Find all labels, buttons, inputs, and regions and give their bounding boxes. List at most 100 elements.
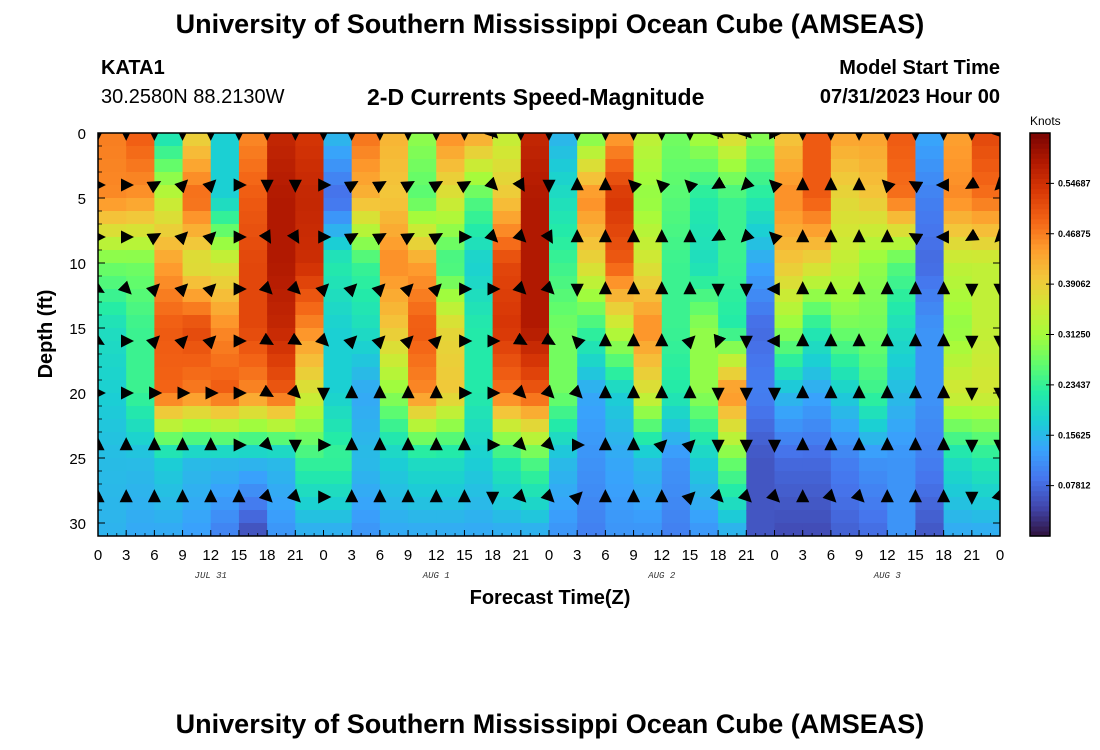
heatmap-cell [971,172,1000,186]
heatmap-cell [718,263,747,277]
heatmap-cell [887,497,917,511]
heatmap-cell [267,445,296,459]
heatmap-cell [238,484,268,498]
heatmap-cell [633,432,663,446]
heatmap-cell [408,250,437,264]
heatmap-cell [126,172,155,186]
current-vector-arrow [540,384,555,399]
heatmap-cell [464,315,494,329]
heatmap-cell [154,289,184,303]
heatmap-cell [295,133,325,147]
heatmap-cell [98,419,127,433]
heatmap-cell [802,354,832,368]
heatmap-cell [887,484,917,498]
heatmap-cell [210,510,240,524]
heatmap-cell [661,380,691,394]
heatmap-cell [98,354,127,368]
heatmap-cell [520,445,550,459]
heatmap-cell [830,315,860,329]
heatmap-cell [605,380,635,394]
heatmap-cell [633,159,663,173]
heatmap-cell [971,211,1000,225]
current-vector-arrow [681,439,696,454]
heatmap-cell [774,432,804,446]
x-tick-label: 21 [738,547,755,564]
heatmap-cell [549,198,578,212]
heatmap-cell [379,302,409,316]
heatmap-cell [887,523,917,536]
colorbar-tick-label: 0.23437 [1058,380,1091,390]
colorbar-swatch [1030,344,1050,351]
heatmap-cell [126,354,155,368]
heatmap-cell [98,497,127,511]
heatmap-cell [126,432,155,446]
heatmap-cell [323,172,353,186]
heatmap-cell [351,289,381,303]
heatmap-cell [915,458,945,472]
heatmap-cell [492,406,522,420]
current-vector-arrow [174,335,189,350]
heatmap-cell [661,419,691,433]
current-vector-arrow [540,488,555,503]
x-tick-label: 12 [653,547,670,564]
heatmap-cell [943,432,973,446]
heatmap-cell [126,224,155,238]
heatmap-cell [971,289,1000,303]
heatmap-cell [915,172,945,186]
heatmap-cell [436,484,466,498]
heatmap-cell [295,406,325,420]
heatmap-cell [408,133,437,147]
heatmap-cell [464,471,494,485]
current-vector-arrow [399,283,414,298]
current-vector-arrow [484,176,499,191]
heatmap-cell [267,211,296,225]
colorbar-swatch [1030,158,1050,164]
heatmap-cell [943,354,973,368]
heatmap-cell [98,198,127,212]
heatmap-cell [549,445,578,459]
heatmap-cell [689,406,719,420]
heatmap-cell [408,237,437,251]
heatmap-cell [210,354,240,368]
current-vector-arrow [737,488,752,503]
x-tick-label: 15 [907,547,924,564]
heatmap-cell [689,510,719,524]
heatmap-cell [971,510,1000,524]
heatmap-cell [718,159,747,173]
heatmap-cell [605,341,635,355]
colorbar-swatch [1030,258,1050,265]
heatmap-cell [971,406,1000,420]
heatmap-cell [379,341,409,355]
heatmap-cell [971,328,1000,342]
heatmap-cell [802,302,832,316]
heatmap-cell [661,276,691,290]
heatmap-cell [859,302,888,316]
heatmap-cell [971,523,1000,536]
heatmap-cell [182,497,212,511]
heatmap-cell [436,289,466,303]
heatmap-cell [689,471,719,485]
heatmap-cell [774,523,804,536]
heatmap-cell [154,419,184,433]
heatmap-cell [182,276,212,290]
heatmap-cell [661,263,691,277]
current-vector-arrow [681,491,696,506]
heatmap-cell [915,432,945,446]
heatmap-cell [126,263,155,277]
heatmap-cell [859,445,888,459]
heatmap-cell [436,224,466,238]
footer-title: University of Southern Mississippi Ocean… [175,709,925,739]
heatmap-cell [971,484,1000,498]
heatmap-cell [633,133,663,147]
heatmap-cell [492,510,522,524]
heatmap-cell [492,380,522,394]
heatmap-cell [379,367,409,381]
heatmap-cell [238,523,268,536]
heatmap-cell [887,237,917,251]
heatmap-cell [859,289,888,303]
heatmap-cell [379,497,409,511]
heatmap-cell [351,276,381,290]
heatmap-cell [802,406,832,420]
heatmap-cell [464,523,494,536]
x-tick-label: 0 [545,547,553,564]
